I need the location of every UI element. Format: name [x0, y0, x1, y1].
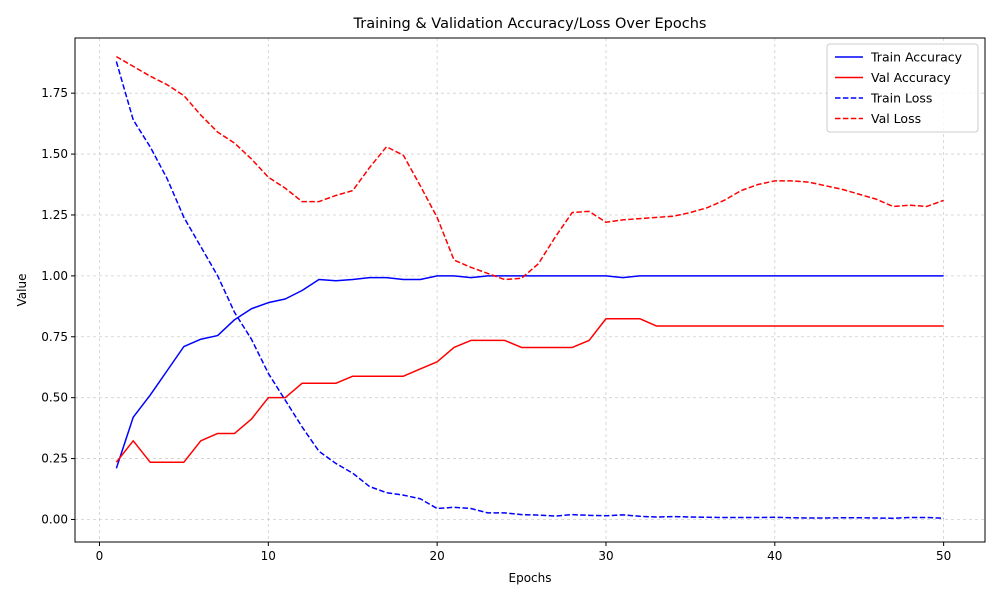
legend-label: Val Accuracy — [871, 70, 951, 85]
x-tick-label: 20 — [430, 549, 445, 563]
x-tick-label: 30 — [598, 549, 613, 563]
legend-box — [826, 43, 979, 133]
y-tick-label: 1.25 — [41, 208, 68, 222]
series-line-train-accuracy — [115, 275, 944, 469]
legend-label: Train Accuracy — [870, 50, 963, 65]
y-tick-label: 1.75 — [41, 86, 68, 100]
legend: Train Accuracy Val Accuracy Train Loss Val … — [826, 43, 979, 133]
x-tick-label: 0 — [96, 549, 104, 563]
x-tick-label: 40 — [767, 549, 782, 563]
y-axis: 0.00 0.25 0.50 0.75 1.00 1.25 1.50 1.75 — [41, 86, 75, 526]
y-tick-label: 1.50 — [41, 147, 68, 161]
plot-frame — [74, 37, 986, 543]
series-line-train-loss — [115, 61, 944, 519]
x-axis: 0 10 20 30 40 50 — [96, 542, 951, 563]
y-tick-label: 0.75 — [41, 330, 68, 344]
series-line-val-accuracy — [115, 317, 944, 463]
series-lines — [115, 55, 944, 519]
y-tick-label: 0.00 — [41, 512, 68, 526]
x-tick-label: 10 — [261, 549, 276, 563]
y-tick-label: 0.50 — [41, 391, 68, 405]
legend-label: Val Loss — [871, 111, 921, 126]
x-tick-label: 50 — [936, 549, 951, 563]
legend-label: Train Loss — [870, 91, 932, 106]
y-axis-title: Value — [15, 274, 29, 307]
series-line-val-loss — [115, 55, 944, 281]
x-axis-title: Epochs — [509, 571, 552, 585]
grid-lines — [75, 38, 985, 542]
y-tick-label: 0.25 — [41, 452, 68, 466]
y-tick-label: 1.00 — [41, 269, 68, 283]
chart-title: Training & Validation Accuracy/Loss Over… — [353, 16, 707, 32]
